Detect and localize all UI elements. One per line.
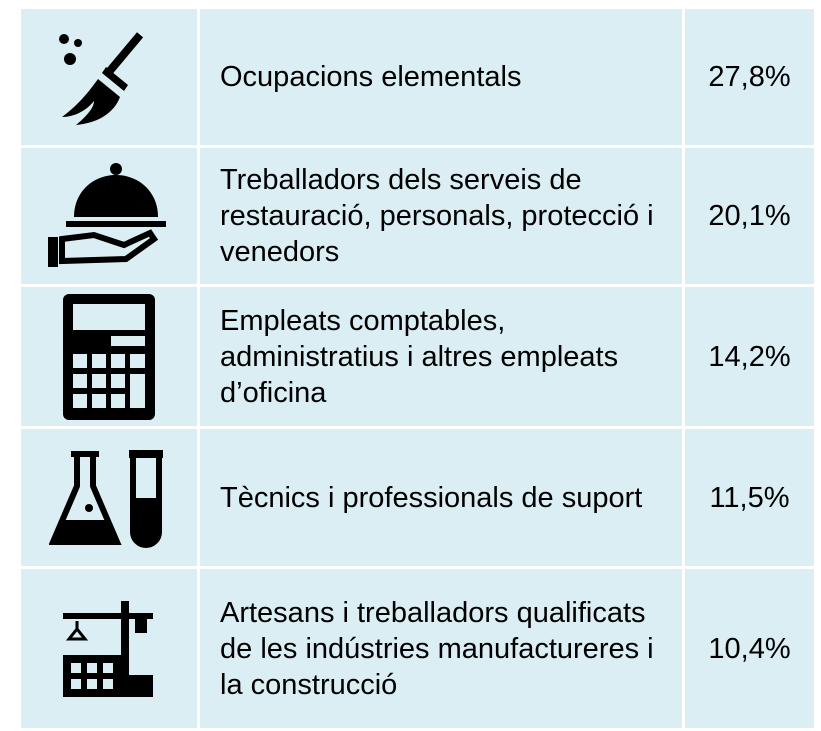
percentage: 20,1% (682, 145, 817, 287)
row: Empleats comptables, administratius i al… (18, 284, 817, 429)
construction-icon (63, 600, 153, 697)
percentage: 11,5% (682, 426, 817, 569)
broom-icon (59, 32, 144, 125)
percentage: 14,2% (682, 284, 817, 429)
percentage: 10,4% (682, 566, 817, 731)
row: Treballadors dels serveis de restauració… (18, 145, 817, 287)
icon-cell (18, 145, 200, 287)
occupation: Ocupacions elementals (197, 6, 685, 148)
icon-cell (18, 284, 200, 429)
occupation: Treballadors dels serveis de restauració… (197, 145, 685, 287)
occupation: Artesans i treballadors qualificats de l… (197, 566, 685, 731)
occupation-table: Ocupacions elementals 27,8% Treballadors… (18, 6, 817, 731)
lab-icon (49, 449, 163, 548)
icon-cell (18, 566, 200, 731)
cloche-icon (48, 163, 166, 267)
icon-cell (18, 426, 200, 569)
calculator-icon (63, 293, 155, 420)
row: Tècnics i professionals de suport 11,5% (18, 426, 817, 569)
row: Ocupacions elementals 27,8% (18, 6, 817, 148)
occupation: Empleats comptables, administratius i al… (197, 284, 685, 429)
icon-cell (18, 6, 200, 148)
occupation: Tècnics i professionals de suport (197, 426, 685, 569)
table-card: Ocupacions elementals 27,8% Treballadors… (18, 6, 817, 731)
percentage: 27,8% (682, 6, 817, 148)
row: Artesans i treballadors qualificats de l… (18, 566, 817, 731)
